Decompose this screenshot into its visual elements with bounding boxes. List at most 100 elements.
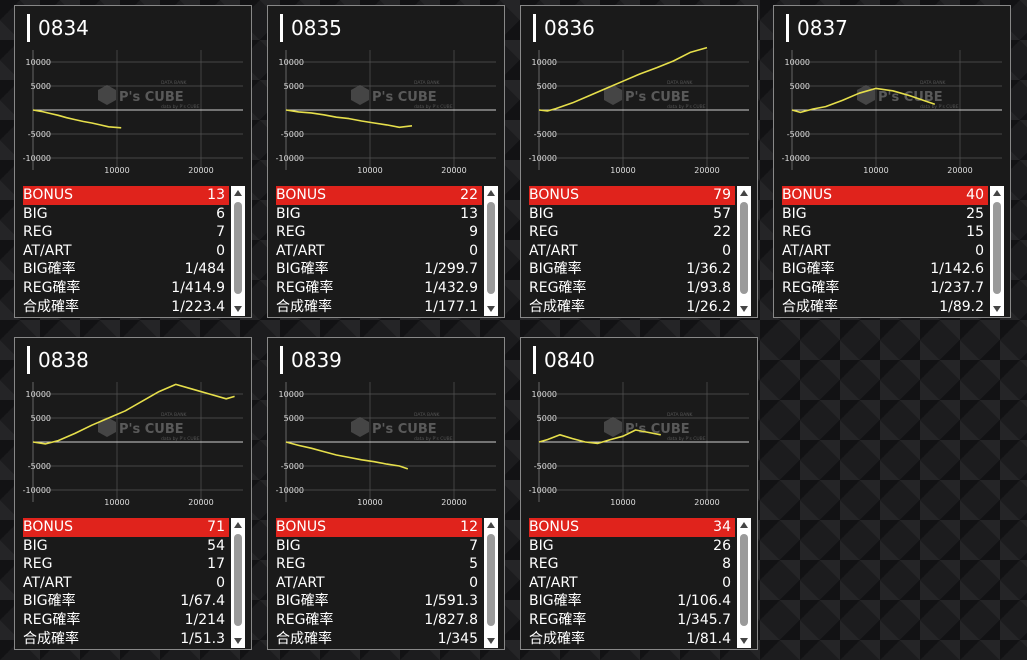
scroll-up-icon[interactable]	[487, 522, 495, 528]
stat-label: AT/ART	[529, 242, 578, 259]
y-tick-label: 5000	[31, 82, 51, 91]
machine-card[interactable]: 0836 P's CUBE DATA BANK data by P's CUBE 100…	[520, 5, 758, 318]
scroll-up-icon[interactable]	[740, 522, 748, 528]
y-tick-label: 5000	[537, 82, 557, 91]
stat-label: BIG	[276, 205, 301, 222]
machine-number: 0840	[533, 346, 595, 374]
cube-icon	[857, 85, 875, 105]
scrollbar[interactable]	[737, 186, 751, 316]
scrollbar[interactable]	[231, 518, 245, 648]
scrollbar[interactable]	[990, 186, 1004, 316]
scroll-down-icon[interactable]	[487, 306, 495, 312]
machine-card[interactable]: 0838 P's CUBE DATA BANK data by P's CUBE 100…	[14, 337, 252, 650]
watermark-logo: P's CUBE DATA BANK data by P's CUBE	[351, 80, 453, 110]
stat-row: 合成確率 1/81.4	[529, 630, 735, 648]
stats-list[interactable]: BONUS 22 BIG 13 REG 9 AT/ART 0 BIG確率 1/299.7 REG確率…	[276, 186, 498, 316]
machine-card[interactable]: 0834 P's CUBE DATA BANK data by P's CUBE 100…	[14, 5, 252, 318]
stat-value: 1/591.3	[424, 593, 478, 610]
scrollbar[interactable]	[737, 518, 751, 648]
machine-number: 0838	[27, 346, 89, 374]
scroll-down-icon[interactable]	[740, 306, 748, 312]
stat-row: BIG確率 1/106.4	[529, 592, 735, 611]
machine-card[interactable]: 0835 P's CUBE DATA BANK data by P's CUBE 100…	[267, 5, 505, 318]
stat-row: BIG 26	[529, 537, 735, 556]
stat-value: 9	[469, 224, 478, 241]
scroll-thumb[interactable]	[740, 534, 748, 626]
scroll-up-icon[interactable]	[740, 190, 748, 196]
scroll-thumb[interactable]	[487, 534, 495, 626]
watermark-logo: P's CUBE DATA BANK data by P's CUBE	[604, 412, 706, 442]
stat-label: REG確率	[276, 611, 334, 628]
machine-number: 0834	[27, 14, 89, 42]
scroll-thumb[interactable]	[234, 534, 242, 626]
stat-label: BIG	[276, 537, 301, 554]
bonus-row: BONUS 22	[276, 186, 482, 205]
stat-label: REG	[529, 556, 559, 573]
stat-row: 合成確率 1/345	[276, 630, 482, 648]
stat-label: REG	[782, 224, 812, 241]
slump-line	[538, 46, 708, 112]
stat-label: 合成確率	[276, 298, 332, 315]
stat-label: BIG確率	[276, 261, 329, 278]
stats-list[interactable]: BONUS 40 BIG 25 REG 15 AT/ART 0 BIG確率 1/142.6 REG確…	[782, 186, 1004, 316]
stat-row: BIG 25	[782, 205, 988, 224]
stat-label: BIG	[23, 537, 48, 554]
stat-label: BIG確率	[276, 593, 329, 610]
stat-value: 0	[722, 242, 731, 259]
stat-row: BIG 13	[276, 205, 482, 224]
slump-line	[791, 87, 936, 114]
scroll-down-icon[interactable]	[993, 306, 1001, 312]
machine-number: 0836	[533, 14, 595, 42]
scroll-up-icon[interactable]	[487, 190, 495, 196]
stat-value: 7	[469, 537, 478, 554]
stat-label: REG	[529, 224, 559, 241]
stats-list[interactable]: BONUS 71 BIG 54 REG 17 AT/ART 0 BIG確率 1/67.4 REG確率…	[23, 518, 245, 648]
scroll-thumb[interactable]	[487, 202, 495, 294]
stats-list[interactable]: BONUS 79 BIG 57 REG 22 AT/ART 0 BIG確率 1/36.2 REG確率…	[529, 186, 751, 316]
stats-list[interactable]: BONUS 13 BIG 6 REG 7 AT/ART 0 BIG確率 1/484 REG確率 1/4…	[23, 186, 245, 316]
y-tick-label: -10000	[529, 154, 557, 163]
stat-value: 0	[975, 242, 984, 259]
y-tick-label: -5000	[534, 130, 557, 139]
scroll-up-icon[interactable]	[993, 190, 1001, 196]
stat-value: 1/237.7	[930, 279, 984, 296]
y-tick-label: 10000	[26, 390, 51, 399]
x-tick-label: 20000	[441, 166, 466, 175]
y-tick-label: -5000	[28, 462, 51, 471]
watermark-tag: DATA BANK	[667, 80, 694, 86]
stat-value: 0	[216, 574, 225, 591]
y-tick-label: -5000	[281, 130, 304, 139]
stat-row: 合成確率 1/51.3	[23, 630, 229, 648]
scrollbar[interactable]	[484, 518, 498, 648]
machine-card[interactable]: 0840 P's CUBE DATA BANK data by P's CUBE 100…	[520, 337, 758, 650]
slump-graph: P's CUBE DATA BANK data by P's CUBE 10000 50…	[529, 46, 749, 175]
scroll-up-icon[interactable]	[234, 522, 242, 528]
scrollbar[interactable]	[231, 186, 245, 316]
watermark-tag: DATA BANK	[920, 80, 947, 86]
x-tick-label: 10000	[610, 166, 635, 175]
stats-list[interactable]: BONUS 34 BIG 26 REG 8 AT/ART 0 BIG確率 1/106.4 REG確率…	[529, 518, 751, 648]
scroll-down-icon[interactable]	[487, 638, 495, 644]
watermark-brand: P's CUBE	[372, 90, 437, 105]
scroll-thumb[interactable]	[234, 202, 242, 294]
machine-card[interactable]: 0839 P's CUBE DATA BANK data by P's CUBE 100…	[267, 337, 505, 650]
scroll-thumb[interactable]	[740, 202, 748, 294]
machine-card[interactable]: 0837 P's CUBE DATA BANK data by P's CUBE 100…	[773, 5, 1011, 318]
stat-label: AT/ART	[276, 242, 325, 259]
stat-row: BIG確率 1/299.7	[276, 260, 482, 279]
scroll-up-icon[interactable]	[234, 190, 242, 196]
scroll-down-icon[interactable]	[234, 638, 242, 644]
stat-row: BIG確率 1/36.2	[529, 260, 735, 279]
scrollbar[interactable]	[484, 186, 498, 316]
machine-number: 0835	[280, 14, 342, 42]
stat-row: REG 22	[529, 223, 735, 242]
scroll-thumb[interactable]	[993, 202, 1001, 294]
stat-label: REG	[276, 224, 306, 241]
scroll-down-icon[interactable]	[234, 306, 242, 312]
stat-value: 1/414.9	[171, 279, 225, 296]
stat-label: BIG確率	[529, 261, 582, 278]
scroll-down-icon[interactable]	[740, 638, 748, 644]
stats-list[interactable]: BONUS 12 BIG 7 REG 5 AT/ART 0 BIG確率 1/591.3 REG確率 1…	[276, 518, 498, 648]
stat-value: 0	[469, 574, 478, 591]
x-tick-label: 10000	[357, 498, 382, 507]
